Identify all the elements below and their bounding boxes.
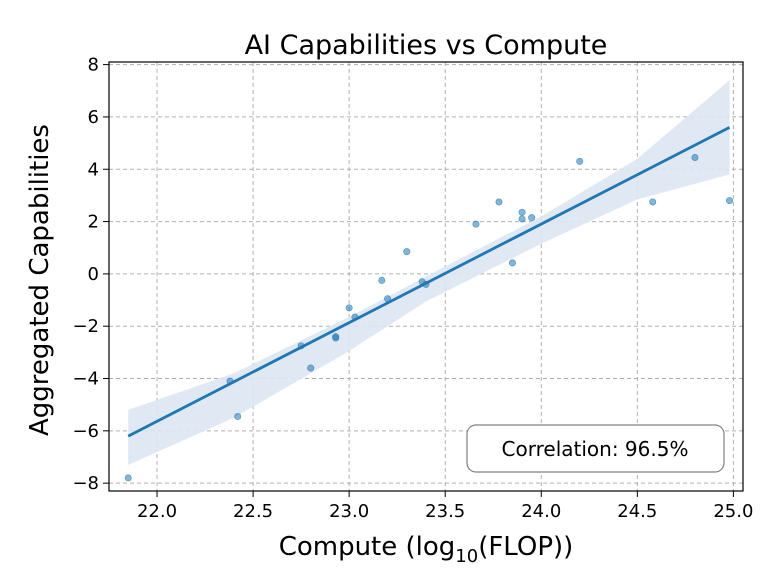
- plot-frame: [108, 61, 744, 492]
- correlation-box-frame: [466, 424, 725, 473]
- y-tick-label: 4: [88, 159, 99, 180]
- x-axis-label: Compute (log10(FLOP)): [279, 532, 574, 567]
- y-tick-label: 2: [88, 212, 99, 233]
- x-axis-label-prefix: Compute (log: [279, 532, 456, 562]
- confidence-band-layer: [128, 80, 730, 465]
- data-point: [518, 208, 526, 216]
- correlation-annotation: Correlation: 96.5%: [502, 437, 689, 461]
- regression-line: [127, 126, 731, 438]
- grid-lines: [109, 62, 743, 491]
- data-point: [495, 198, 503, 206]
- y-tick-label: −4: [72, 369, 99, 390]
- y-axis-label: Aggregated Capabilities: [25, 124, 55, 436]
- confidence-band: [128, 80, 730, 465]
- data-point: [403, 248, 411, 256]
- x-tick-label: 23.0: [329, 501, 369, 522]
- data-point: [234, 412, 242, 420]
- x-tick-label: 23.5: [425, 501, 465, 522]
- y-tick-label: −8: [72, 473, 99, 494]
- data-point: [332, 333, 340, 341]
- data-point: [726, 197, 734, 205]
- y-tick-label: 6: [88, 107, 99, 128]
- data-point: [528, 214, 536, 222]
- x-tick-label: 22.5: [233, 501, 273, 522]
- data-point: [472, 220, 480, 228]
- x-axis-label-subscript: 10: [455, 546, 478, 567]
- x-tick-label: 22.0: [137, 501, 177, 522]
- y-tick-label: 8: [88, 55, 99, 76]
- regression-line-layer: [127, 126, 731, 438]
- data-point: [378, 276, 386, 284]
- data-point: [691, 153, 699, 161]
- y-tick-label: −2: [72, 316, 99, 337]
- chart-title: AI Capabilities vs Compute: [245, 30, 608, 61]
- y-tick-label: −6: [72, 421, 99, 442]
- x-axis-label-suffix: (FLOP)): [478, 532, 573, 562]
- x-tick-label: 24.0: [521, 501, 561, 522]
- tick-layer: 22.0 22.5 23.0 23.5 24.0 24.5 25.0 −8 −6 −4 −2 0 2 4 6…: [72, 55, 753, 522]
- correlation-box: Correlation: 96.5%: [466, 424, 725, 473]
- data-point: [508, 259, 516, 267]
- y-tick-label: 0: [88, 264, 99, 285]
- data-point: [345, 304, 353, 312]
- x-tick-label: 25.0: [713, 501, 753, 522]
- data-point: [307, 364, 315, 372]
- data-point: [518, 215, 526, 223]
- x-tick-label: 24.5: [617, 501, 657, 522]
- data-point: [576, 157, 584, 165]
- data-point: [124, 474, 132, 482]
- data-point: [649, 198, 657, 206]
